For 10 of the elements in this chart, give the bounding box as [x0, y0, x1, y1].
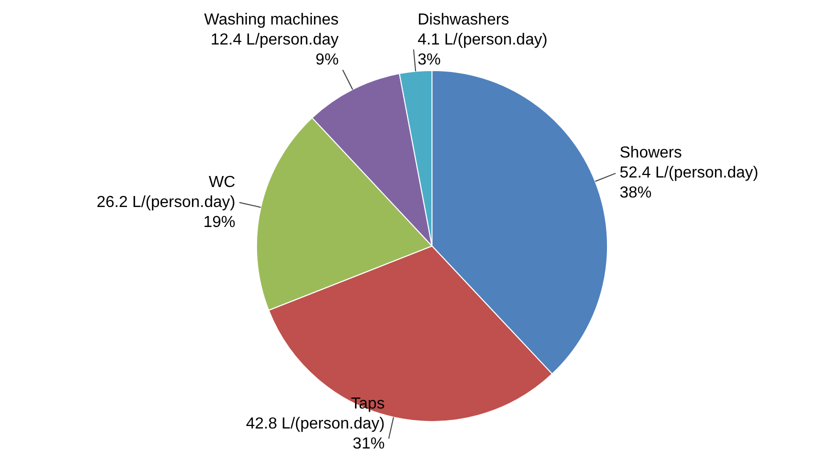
data-label: 42.8 L/(person.day) 31% [246, 415, 385, 452]
slice-label: Showers [620, 144, 682, 162]
slice-label: Dishwashers [418, 11, 510, 28]
data-label: 26.2 L/(person.day) 19% [96, 194, 236, 231]
slice-label: Taps [350, 395, 385, 412]
data-label: 12.4 L/person.day 9% [210, 31, 339, 68]
slice-label: WC [208, 174, 236, 191]
data-label: 52.4 L/(person.day) 38% [620, 164, 758, 202]
data-label: 4.1 L/(person.day) 3% [418, 31, 548, 68]
slice-label: Washing machines [204, 11, 339, 28]
